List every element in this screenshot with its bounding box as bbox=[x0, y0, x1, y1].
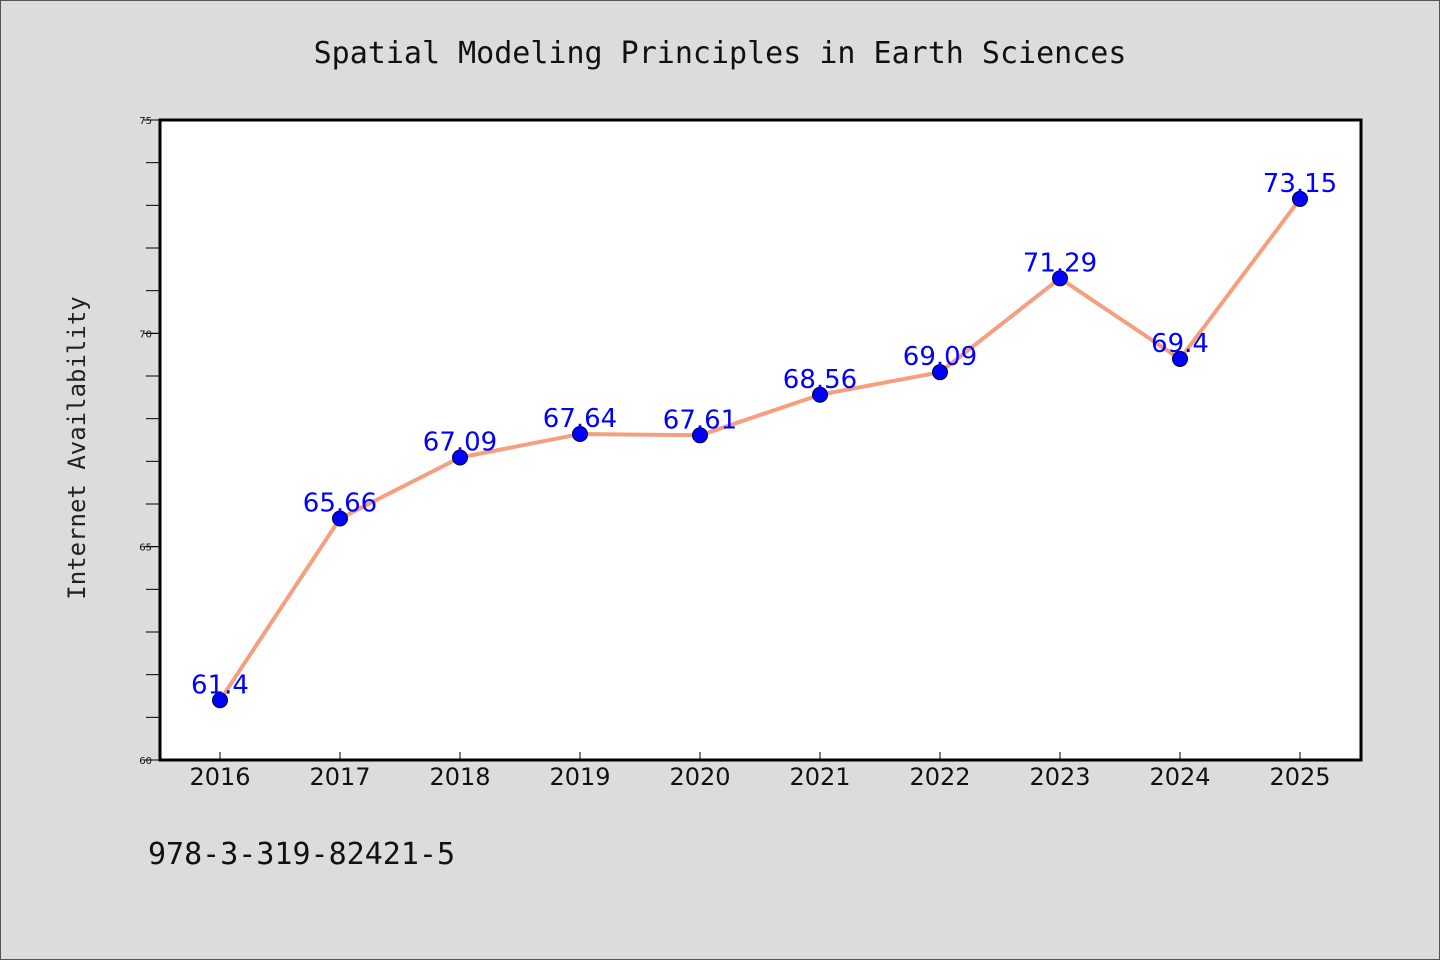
series-line bbox=[218, 196, 1302, 703]
data-label: 67.09 bbox=[423, 427, 497, 457]
x-tick-label: 2025 bbox=[1269, 763, 1330, 791]
y-axis-label: Internet Availability bbox=[63, 296, 91, 599]
series-markers bbox=[212, 190, 1308, 709]
y-tick-label: 75 bbox=[139, 116, 152, 127]
y-tick-label: 65 bbox=[139, 543, 152, 554]
x-tick-label: 2021 bbox=[789, 763, 850, 791]
data-label: 71.29 bbox=[1023, 248, 1097, 278]
x-tick-label: 2016 bbox=[189, 763, 250, 791]
x-tick-label: 2017 bbox=[309, 763, 370, 791]
data-label: 61.4 bbox=[191, 670, 249, 700]
data-label: 69.4 bbox=[1151, 329, 1209, 359]
data-label: 67.64 bbox=[543, 404, 617, 434]
data-point bbox=[212, 692, 228, 709]
data-labels: 61.4 65.66 67.09 67.64 67.61 68.56 69.09 71.29 6… bbox=[191, 169, 1337, 700]
x-tick-label: 2023 bbox=[1029, 763, 1090, 791]
plot-area bbox=[160, 120, 1361, 760]
x-tick-label: 2019 bbox=[549, 763, 610, 791]
data-point bbox=[572, 426, 588, 443]
x-tick-label: 2024 bbox=[1149, 763, 1210, 791]
data-point bbox=[332, 510, 348, 527]
data-point bbox=[452, 449, 468, 466]
data-label: 67.61 bbox=[663, 405, 737, 435]
data-label: 68.56 bbox=[783, 365, 857, 395]
data-label: 69.09 bbox=[903, 342, 977, 372]
data-point bbox=[1292, 190, 1308, 207]
data-point bbox=[692, 427, 708, 444]
data-label: 73.15 bbox=[1263, 169, 1337, 199]
y-tick-label: 70 bbox=[139, 329, 152, 340]
plot-frame bbox=[158, 118, 1363, 762]
x-tick-label: 2022 bbox=[909, 763, 970, 791]
y-tick-label: 60 bbox=[139, 756, 152, 767]
footnote-isbn: 978-3-319-82421-5 bbox=[148, 837, 455, 872]
data-point bbox=[812, 386, 828, 403]
x-tick-label: 2018 bbox=[429, 763, 490, 791]
x-axis-ticks: 2016 2017 2018 2019 2020 2021 2022 2023 2024 2025 bbox=[189, 752, 1331, 791]
chart-title: Spatial Modeling Principles in Earth Sci… bbox=[314, 36, 1127, 71]
data-label: 65.66 bbox=[303, 489, 377, 519]
y-axis-ticks: 60 65 70 75 bbox=[139, 116, 160, 767]
data-point bbox=[932, 364, 948, 381]
x-tick-label: 2020 bbox=[669, 763, 730, 791]
data-point bbox=[1052, 270, 1068, 287]
data-point bbox=[1172, 350, 1188, 367]
